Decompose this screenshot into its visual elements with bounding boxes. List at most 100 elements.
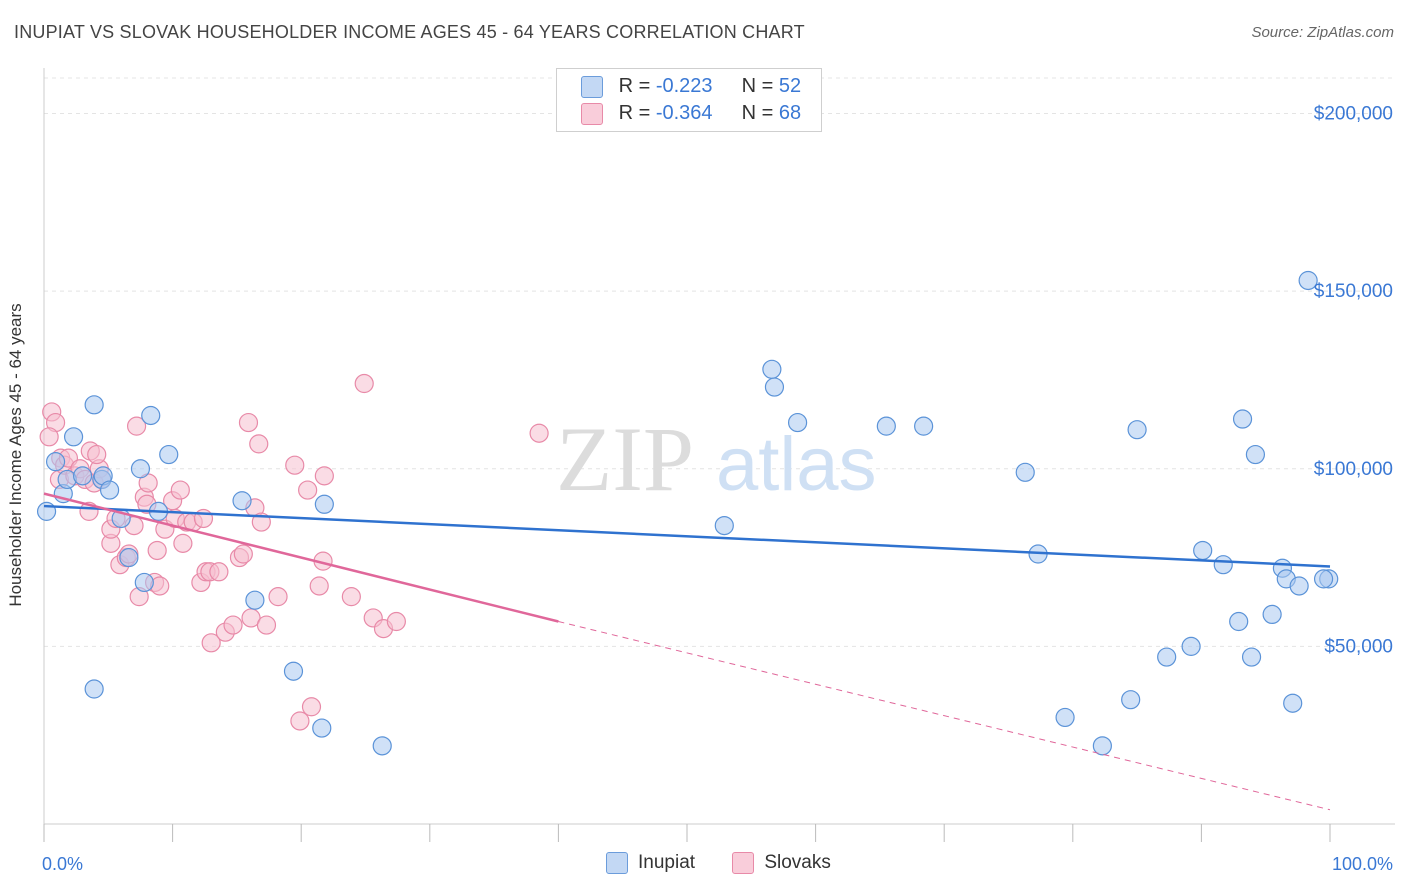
slovak-point [301, 697, 322, 717]
inupiat-point [1245, 444, 1266, 465]
legend-row-inupiat: R = -0.223 N = 52 [581, 75, 801, 99]
inupiat-point [1283, 693, 1303, 713]
inupiat-point [232, 491, 252, 511]
bottom-legend-inupiat: Inupiat [606, 852, 695, 874]
slovak-point [201, 633, 221, 653]
inupiat-points [36, 270, 1339, 756]
legend-swatch-inupiat [581, 75, 603, 98]
slovak-point [285, 455, 305, 475]
slovak-point [529, 423, 549, 443]
y-tick-label: $150,000 [1314, 281, 1393, 302]
inupiat-point [764, 377, 785, 397]
legend-r-label: R = [618, 75, 651, 97]
inupiat-point [1213, 555, 1233, 575]
inupiat-point [1157, 647, 1177, 667]
legend-n-value: 52 [778, 75, 802, 97]
slovak-point [173, 533, 193, 553]
inupiat-point [1298, 270, 1318, 291]
slovak-trend-line [43, 492, 559, 623]
inupiat-point [314, 494, 334, 514]
inupiat-point [130, 459, 151, 479]
y-tick-label: $50,000 [1324, 636, 1393, 657]
bottom-legend-label-inupiat: Inupiat [638, 852, 696, 874]
inupiat-point [1193, 540, 1213, 561]
x-tick-label: 0.0% [42, 854, 83, 874]
inupiat-point [762, 359, 782, 379]
inupiat-point [1313, 569, 1334, 589]
tick-labels: $50,000 $100,000 $150,000 $200,000 0.0% 100.0… [42, 104, 1393, 874]
chart-title: INUPIAT VS SLOVAK HOUSEHOLDER INCOME AGE… [14, 22, 805, 42]
bottom-legend-label-slovak: Slovaks [764, 852, 831, 874]
inupiat-point [1229, 611, 1249, 632]
slovak-point [233, 544, 253, 564]
y-axis-label: Householder Income Ages 45 - 64 years [6, 303, 25, 607]
inupiat-point [714, 515, 734, 536]
y-tick-label: $100,000 [1314, 459, 1393, 480]
x-tick-label: 100.0% [1332, 854, 1393, 874]
bottom-legend-swatch-slovak [732, 852, 755, 874]
inupiat-point [99, 480, 120, 500]
slovak-point [256, 615, 277, 635]
slovak-point [354, 373, 374, 394]
legend-n-value: 68 [778, 102, 802, 124]
legend-n-label: N = [741, 75, 774, 97]
legend-row-slovak: R = -0.364 N = 68 [581, 102, 801, 126]
inupiat-point [159, 444, 179, 465]
legend-r-value: -0.364 [655, 102, 713, 124]
inupiat-point [1121, 690, 1141, 710]
inupiat-point [1241, 647, 1262, 667]
watermark-atlas: atlas [716, 422, 877, 507]
slovak-point [126, 416, 147, 436]
inupiat-point [72, 466, 93, 486]
bottom-legend-slovak: Slovaks [732, 852, 831, 874]
inupiat-point [45, 452, 66, 472]
legend-swatch-slovak [581, 102, 603, 125]
inupiat-point [876, 416, 896, 436]
inupiat-point [787, 412, 808, 433]
bottom-legend-swatch-inupiat [606, 852, 628, 874]
inupiat-point [1127, 420, 1147, 440]
axes [43, 68, 1395, 842]
legend-r-value: -0.223 [655, 75, 713, 97]
slovak-point [341, 587, 361, 607]
slovak-point [87, 444, 107, 465]
slovak-point [268, 587, 288, 607]
inupiat-point [1055, 707, 1075, 728]
slovak-point [238, 412, 259, 433]
slovak-point [386, 611, 406, 632]
trend-lines [43, 492, 1331, 811]
inupiat-point [141, 405, 161, 426]
slovak-point [249, 434, 269, 454]
inupiat-point [84, 395, 104, 415]
slovak-point [209, 562, 229, 582]
inupiat-point [84, 679, 104, 699]
inupiat-point [1015, 462, 1035, 482]
slovak-point [170, 480, 190, 500]
inupiat-point [63, 427, 84, 447]
legend-n-label: N = [741, 102, 774, 124]
slovak-point [39, 427, 59, 447]
inupiat-point [372, 736, 392, 756]
legend: R = -0.223 N = 52 R = -0.364 N = 68 [556, 68, 822, 132]
inupiat-point [1092, 736, 1112, 756]
slovak-point [309, 576, 329, 596]
slovak-point [290, 711, 310, 731]
slovak-trend-extension [558, 621, 1331, 811]
slovak-point [147, 540, 167, 561]
inupiat-point [134, 572, 154, 593]
source-label: Source: ZipAtlas.com [1251, 24, 1394, 41]
inupiat-point [1289, 576, 1309, 596]
inupiat-point [312, 718, 332, 738]
inupiat-point [245, 590, 265, 610]
inupiat-trend-line [43, 504, 1331, 568]
inupiat-point [283, 661, 304, 681]
inupiat-point [1181, 636, 1201, 656]
watermark: ZIP atlas [556, 408, 877, 510]
slovak-point [314, 466, 334, 486]
inupiat-point [119, 547, 139, 568]
slovak-point [298, 480, 318, 500]
bottom-legend: Inupiat Slovaks [606, 852, 863, 874]
inupiat-point [1232, 409, 1253, 429]
y-tick-label: $200,000 [1314, 104, 1393, 125]
